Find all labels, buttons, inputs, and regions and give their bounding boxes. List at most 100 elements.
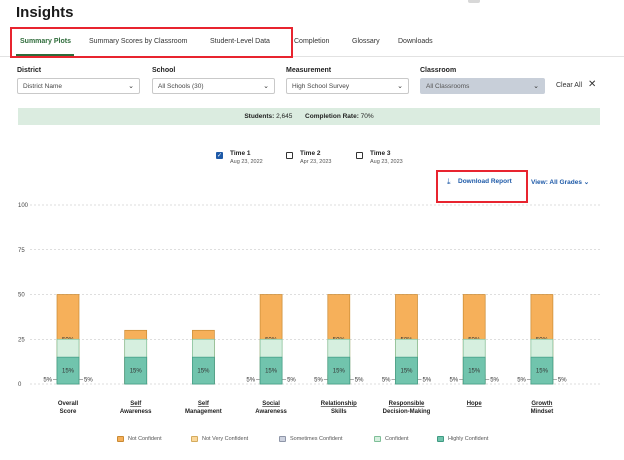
data-label: 5% bbox=[450, 378, 459, 384]
x-tick-label: Management bbox=[185, 409, 222, 415]
data-label: 25% bbox=[62, 360, 75, 366]
legend-swatch bbox=[374, 436, 381, 442]
bar-segment bbox=[530, 294, 554, 385]
y-tick-label: 75 bbox=[18, 248, 25, 254]
bar-segment bbox=[192, 356, 215, 385]
data-label: 50% bbox=[468, 337, 481, 343]
classroom-select[interactable]: All Classrooms ⌄ bbox=[420, 78, 545, 94]
bar-segment bbox=[327, 294, 351, 385]
download-report-button[interactable]: Download Report bbox=[458, 178, 512, 185]
download-icon: ⤓ bbox=[447, 177, 451, 186]
bar-segment bbox=[192, 338, 215, 385]
data-label: 15% bbox=[130, 369, 143, 375]
tab-bar: Summary Plots Summary Scores by Classroo… bbox=[0, 30, 624, 57]
chevron-down-icon: ⌄ bbox=[128, 83, 134, 90]
data-label: 50% bbox=[265, 337, 278, 343]
checkbox-unchecked[interactable] bbox=[356, 152, 363, 159]
bar-segment bbox=[462, 356, 486, 385]
bar-segment bbox=[259, 374, 283, 385]
bar-segment bbox=[124, 356, 148, 385]
time-1-date: Aug 23, 2022 bbox=[230, 159, 263, 165]
tab-completion[interactable]: Completion bbox=[294, 38, 330, 45]
bar-segment bbox=[327, 338, 351, 385]
data-label: 15% bbox=[265, 369, 278, 375]
data-label: 15% bbox=[197, 369, 210, 375]
legend-swatch bbox=[437, 436, 444, 442]
x-tick-label: Self bbox=[130, 401, 142, 407]
completion-value: 70% bbox=[360, 113, 374, 120]
data-label: 5% bbox=[314, 378, 323, 384]
school-select[interactable]: All Schools (30) ⌄ bbox=[152, 78, 275, 94]
bar-segment bbox=[192, 329, 215, 385]
tab-downloads[interactable]: Downloads bbox=[398, 38, 433, 45]
data-label: 5% bbox=[517, 378, 526, 384]
data-label: 5% bbox=[423, 378, 432, 384]
time-3-date: Aug 23, 2023 bbox=[370, 159, 403, 165]
x-tick-label: Awareness bbox=[255, 409, 287, 415]
students-label: Students: bbox=[244, 113, 275, 120]
x-tick-label: Growth bbox=[531, 401, 552, 407]
bar-segment bbox=[259, 356, 283, 385]
bar-segment bbox=[530, 374, 554, 385]
y-tick-label: 100 bbox=[18, 203, 29, 209]
clear-all-button[interactable]: Clear All bbox=[556, 82, 583, 89]
legend-swatch bbox=[191, 436, 198, 442]
summary-banner: Students: 2,645 Completion Rate: 70% bbox=[18, 108, 600, 125]
bar-segment bbox=[56, 356, 80, 385]
classroom-label: Classroom bbox=[420, 67, 457, 74]
measurement-select[interactable]: High School Survey ⌄ bbox=[286, 78, 409, 94]
data-label: 15% bbox=[130, 369, 143, 375]
data-label: 15% bbox=[130, 369, 143, 375]
bar-segment bbox=[56, 374, 80, 385]
data-label: 15% bbox=[197, 369, 210, 375]
data-label: 50% bbox=[62, 337, 75, 343]
top-edge-button[interactable] bbox=[468, 0, 480, 3]
x-tick-label: Skills bbox=[331, 409, 347, 415]
data-label: 5% bbox=[84, 378, 93, 384]
data-label: 25% bbox=[400, 360, 413, 366]
x-tick-label: Awareness bbox=[120, 409, 152, 415]
data-label: 15% bbox=[197, 369, 210, 375]
bar-segment bbox=[530, 356, 554, 385]
chevron-down-icon: ⌄ bbox=[583, 179, 590, 186]
view-grades-dropdown[interactable]: View: All Grades ⌄ bbox=[531, 178, 589, 186]
data-label: 15% bbox=[468, 369, 481, 375]
legend-swatch bbox=[117, 436, 124, 442]
bar-segment bbox=[395, 374, 418, 385]
bar-segment bbox=[395, 374, 418, 385]
time-2-label: Time 2 bbox=[300, 150, 321, 157]
bar-segment bbox=[259, 374, 283, 385]
view-grades-label: View: All Grades bbox=[531, 179, 582, 186]
x-tick-label: Social bbox=[262, 401, 280, 407]
data-label: 30% bbox=[197, 355, 210, 361]
close-icon[interactable]: ✕ bbox=[588, 79, 597, 90]
bar-segment bbox=[124, 356, 148, 385]
bar-segment bbox=[124, 329, 148, 385]
active-tab-indicator bbox=[16, 54, 74, 56]
checkbox-unchecked[interactable] bbox=[286, 152, 293, 159]
time-3-label: Time 3 bbox=[370, 150, 391, 157]
bar-segment bbox=[56, 374, 80, 385]
bar-segment bbox=[462, 338, 486, 385]
chevron-down-icon: ⌄ bbox=[263, 83, 269, 90]
district-label: District bbox=[17, 67, 42, 74]
bar-segment bbox=[192, 356, 215, 385]
bar-segment bbox=[395, 294, 418, 385]
data-label: 5% bbox=[246, 378, 255, 384]
data-label: 25% bbox=[333, 360, 346, 366]
district-select[interactable]: District Name ⌄ bbox=[17, 78, 140, 94]
legend-label: Not Confident bbox=[128, 436, 162, 442]
measurement-label: Measurement bbox=[286, 67, 332, 74]
data-label: 15% bbox=[62, 369, 75, 375]
data-label: 15% bbox=[400, 369, 413, 375]
tab-student-level-data[interactable]: Student-Level Data bbox=[210, 38, 270, 45]
tab-glossary[interactable]: Glossary bbox=[352, 38, 380, 45]
data-label: 5% bbox=[558, 378, 567, 384]
chevron-down-icon: ⌄ bbox=[533, 83, 539, 90]
x-tick-label: Relationship bbox=[321, 401, 357, 407]
checkbox-checked[interactable]: ✓ bbox=[216, 152, 223, 159]
tab-summary-scores-by-classroom[interactable]: Summary Scores by Classroom bbox=[89, 38, 188, 45]
data-label: 15% bbox=[536, 369, 549, 375]
bar-segment bbox=[327, 374, 351, 385]
tab-summary-plots[interactable]: Summary Plots bbox=[20, 38, 71, 45]
